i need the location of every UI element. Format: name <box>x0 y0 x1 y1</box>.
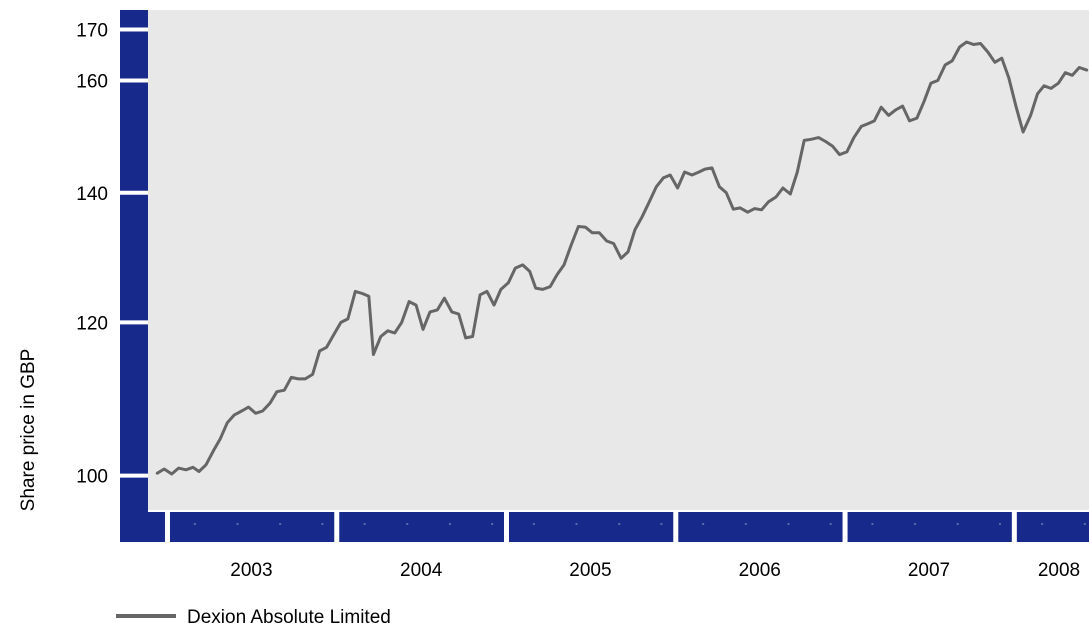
plot-background <box>148 10 1089 510</box>
x-tick-label-2004: 2004 <box>400 560 443 581</box>
y-tick-label-100: 100 <box>76 467 108 488</box>
x-minor-tick-2006-6 <box>744 523 747 525</box>
legend-entry-label: Dexion Absolute Limited <box>187 607 391 626</box>
x-minor-tick-2006-9 <box>787 523 790 525</box>
x-minor-tick-2007-6 <box>914 523 917 525</box>
x-axis-band <box>120 512 1089 542</box>
tick-labels: 100 120 140 160 170 2003 2004 2005 2006 2007 2008 <box>76 21 1080 581</box>
series-line-0 <box>155 40 1089 476</box>
x-minor-tick-2004-6 <box>406 523 409 525</box>
x-minor-tick-2006-12 <box>829 523 832 525</box>
y-tick-label-120: 120 <box>76 313 108 334</box>
x-minor-tick-2008-6 <box>1083 523 1086 525</box>
x-tick-label-2003: 2003 <box>230 560 272 581</box>
x-minor-tick-2005-9 <box>618 523 621 525</box>
x-minor-tick-2004-12 <box>491 523 494 525</box>
x-minor-tick-2005-12 <box>660 523 663 525</box>
y-axis-title: Share price in GBP <box>18 349 39 512</box>
x-tick-label-2006: 2006 <box>739 560 781 581</box>
x-tick-label-2005: 2005 <box>569 560 611 581</box>
x-tick-label-2007: 2007 <box>908 560 950 581</box>
x-minor-tick-2003-6 <box>236 523 239 525</box>
x-minor-tick-2006-3 <box>702 523 705 525</box>
series-lines <box>155 40 1089 476</box>
x-minor-tick-2008-3 <box>1041 523 1044 525</box>
x-minor-tick-2003-12 <box>321 523 324 525</box>
x-minor-tick-2007-9 <box>956 523 959 525</box>
x-minor-tick-2005-3 <box>532 523 535 525</box>
y-axis-band <box>120 10 148 542</box>
x-minor-tick-2004-3 <box>363 523 366 525</box>
y-tick-label-140: 140 <box>76 184 108 205</box>
x-minor-tick-2007-3 <box>871 523 874 525</box>
x-minor-tick-2007-12 <box>998 523 1001 525</box>
x-tick-label-2008: 2008 <box>1038 560 1080 581</box>
y-tick-label-160: 160 <box>76 72 108 93</box>
plot-area <box>148 10 1089 510</box>
y-tick-label-170: 170 <box>76 21 108 42</box>
x-minor-tick-2003-9 <box>279 523 282 525</box>
x-minor-tick-2003-3 <box>193 523 196 525</box>
legend: Dexion Absolute Limited <box>116 607 391 626</box>
x-minor-tick-2004-9 <box>448 523 451 525</box>
axes <box>118 10 1089 544</box>
x-minor-tick-2005-6 <box>575 523 578 525</box>
